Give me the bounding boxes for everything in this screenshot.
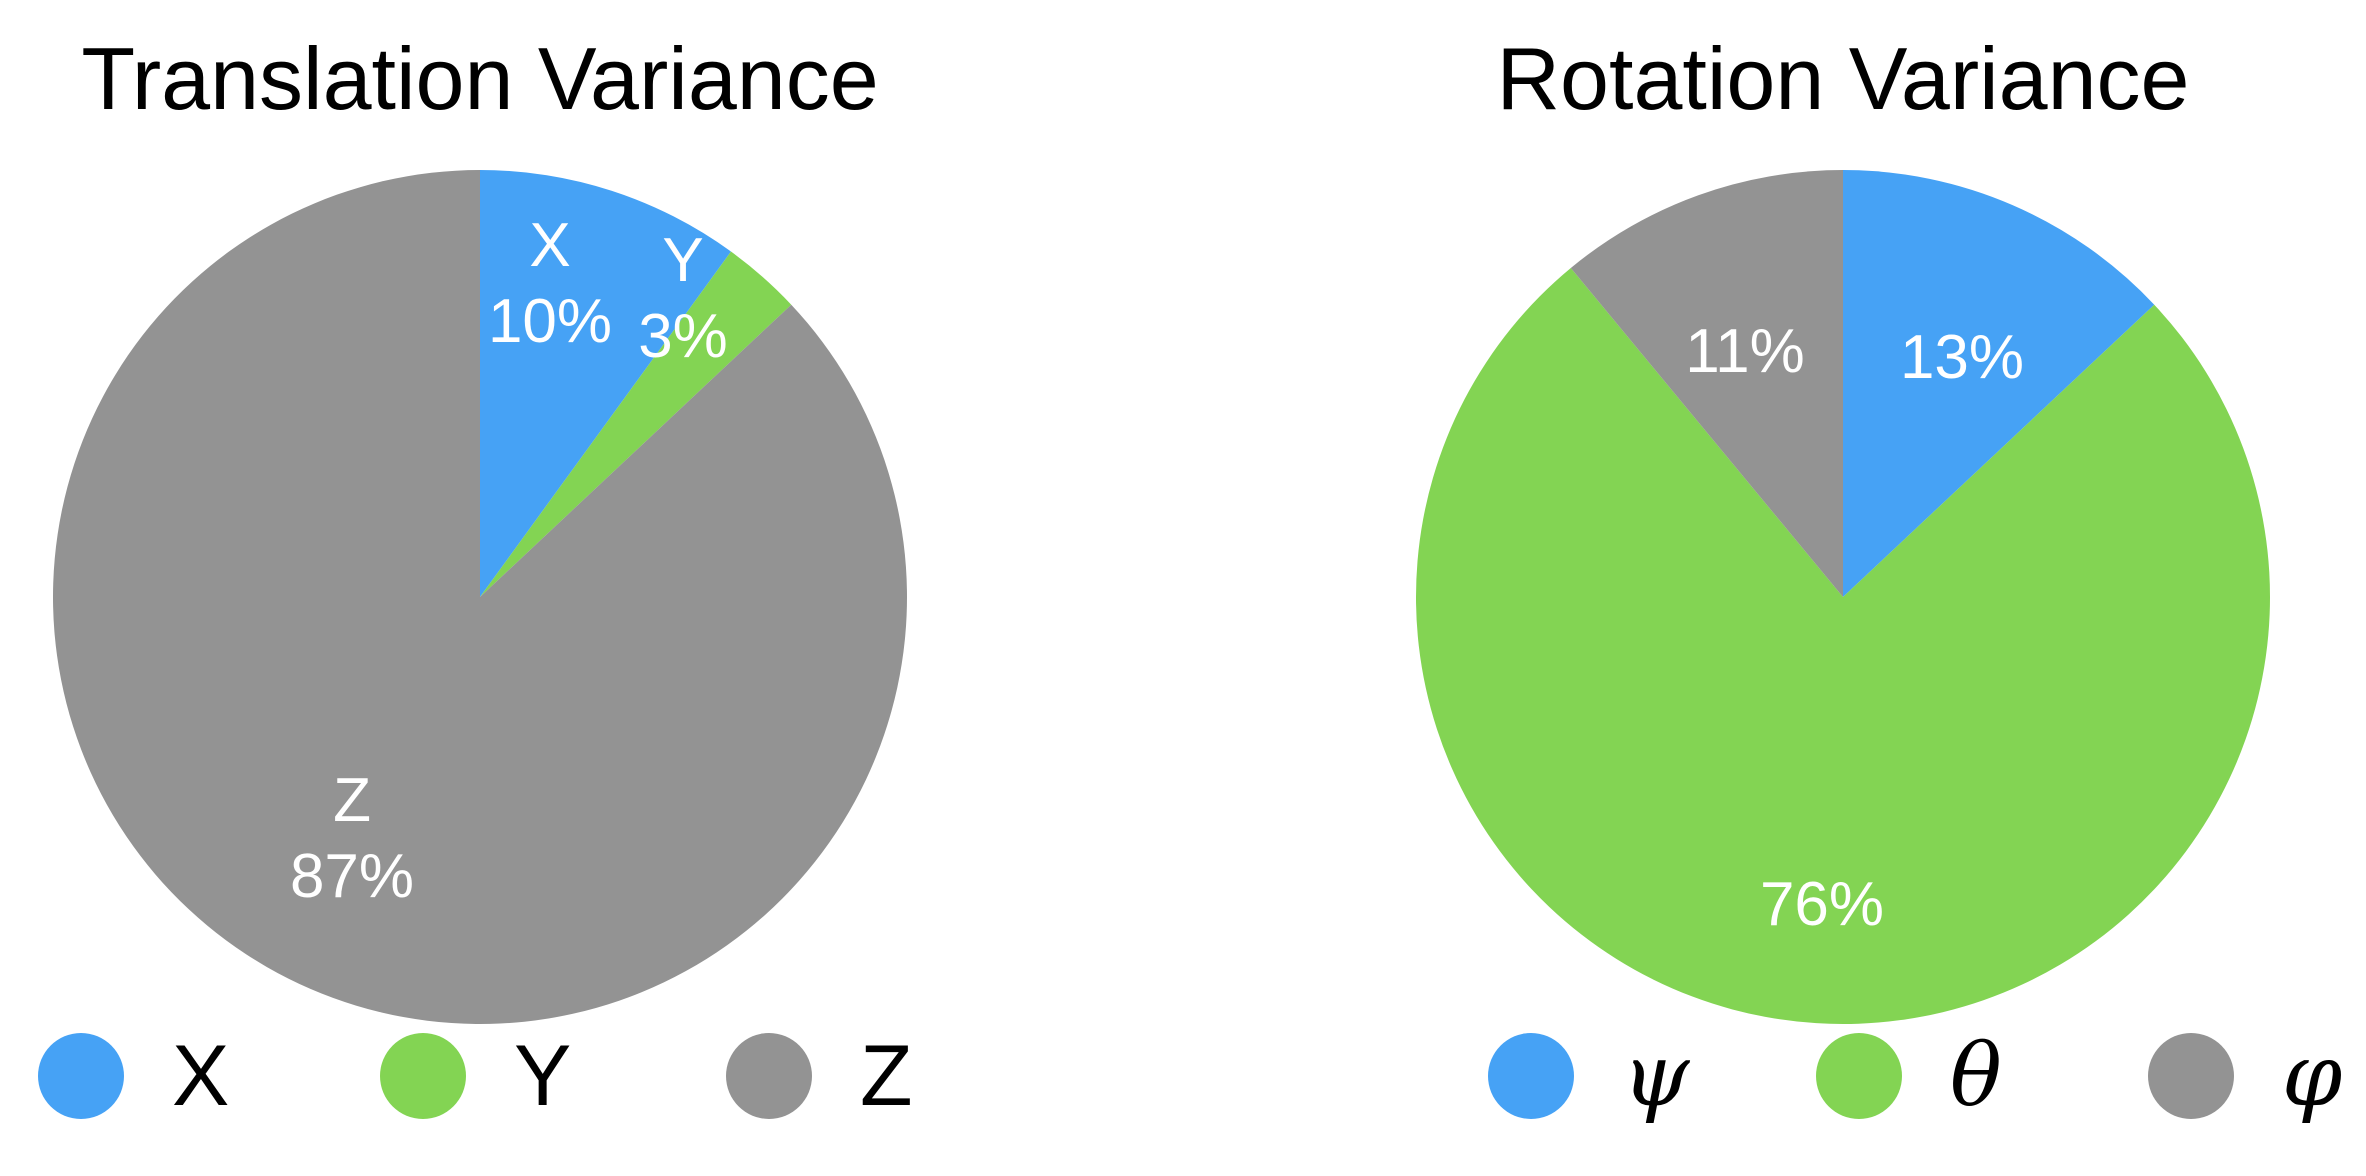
slice-name-label: Z xyxy=(333,766,371,835)
legend-swatch xyxy=(1816,1033,1902,1119)
translation-pie: X 10% Y 3% Z 87% xyxy=(52,170,907,1024)
legend-label: Z xyxy=(860,1028,913,1124)
translation-chart-title: Translation Variance xyxy=(81,29,879,128)
legend-item: θ xyxy=(1816,1033,2002,1119)
legend-swatch xyxy=(1488,1033,1574,1119)
legend-swatch xyxy=(380,1033,466,1119)
pie-slice-translation-1 xyxy=(480,251,792,597)
slice-value-label: 13% xyxy=(1900,323,2024,392)
pie-slice-translation-2 xyxy=(52,170,907,1024)
legend-label: X xyxy=(172,1028,230,1124)
legend-swatch xyxy=(38,1033,124,1119)
legend-swatch xyxy=(2148,1033,2234,1119)
pie-slice-rotation-2 xyxy=(1570,170,1843,597)
rotation-pie: 13% 76% 11% xyxy=(1415,170,2270,1025)
slice-value-label: 87% xyxy=(290,842,414,911)
slice-value-label: 10% xyxy=(488,287,612,356)
legend-label: ψ xyxy=(1622,1026,1690,1126)
legend-item: ψ xyxy=(1488,1033,1689,1119)
legend-label: Y xyxy=(514,1028,572,1124)
legend-item: X xyxy=(38,1033,229,1119)
legend-swatch xyxy=(726,1033,812,1119)
rotation-chart-title: Rotation Variance xyxy=(1496,29,2190,128)
slice-value-label: 3% xyxy=(638,302,728,371)
legend-item: Z xyxy=(726,1033,913,1119)
legend-item: Y xyxy=(380,1033,571,1119)
slice-value-label: 11% xyxy=(1685,317,1805,386)
legend-label: θ xyxy=(1950,1026,2002,1126)
legend-item: φ xyxy=(2148,1033,2342,1119)
pie-slice-rotation-0 xyxy=(1843,170,2155,597)
slice-name-label: X xyxy=(529,211,570,280)
slice-name-label: Y xyxy=(662,226,703,295)
slice-value-label: 76% xyxy=(1760,870,1884,939)
legend-label: φ xyxy=(2282,1026,2343,1126)
pie-slice-rotation-1 xyxy=(1415,267,2270,1025)
pie-slice-translation-0 xyxy=(480,170,731,597)
